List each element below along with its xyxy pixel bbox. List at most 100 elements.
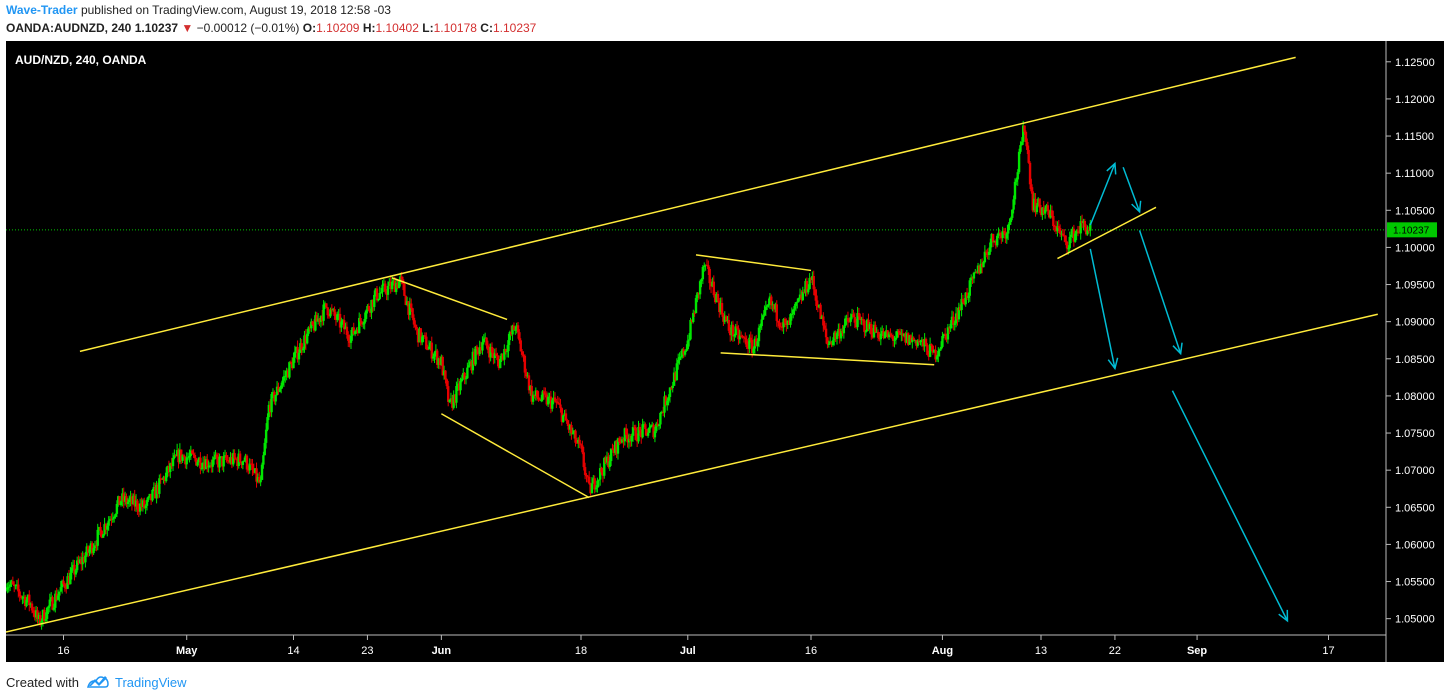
- candle-body: [479, 347, 483, 351]
- candle-body: [243, 460, 246, 462]
- candle-body: [106, 525, 109, 530]
- candle-body: [634, 427, 637, 440]
- tradingview-link[interactable]: TradingView: [114, 674, 187, 690]
- candle-body: [645, 429, 648, 436]
- candle-body: [329, 309, 332, 317]
- candle-body: [893, 339, 896, 341]
- candle-body: [913, 340, 917, 342]
- candle-body: [143, 500, 146, 508]
- candle-body: [340, 321, 343, 328]
- candle-body: [879, 333, 883, 340]
- candle-body: [63, 584, 67, 588]
- candle-body: [251, 463, 254, 470]
- candle-body: [49, 597, 53, 600]
- author-link[interactable]: Wave-Trader: [6, 3, 78, 17]
- candle-body: [1072, 228, 1076, 242]
- candle-body: [293, 351, 297, 358]
- candle-body: [1048, 211, 1051, 218]
- candle-body: [55, 593, 58, 600]
- candle-body: [310, 321, 313, 329]
- candle-body: [556, 401, 559, 403]
- candle-body: [269, 404, 272, 413]
- candle-body: [6, 589, 8, 591]
- candle-body: [89, 543, 93, 550]
- x-tick-label: 18: [575, 645, 587, 657]
- candle-body: [21, 597, 24, 599]
- candle-body: [227, 460, 231, 463]
- candle-body: [321, 316, 324, 321]
- candle-body: [961, 298, 965, 303]
- candle-body: [564, 413, 568, 421]
- candle-body: [1082, 220, 1085, 224]
- candle-body: [924, 338, 928, 346]
- candle-body: [367, 306, 370, 311]
- x-tick-label: 16: [57, 645, 69, 657]
- candle-body: [477, 349, 480, 355]
- candle-body: [574, 430, 577, 443]
- candle-body: [715, 293, 718, 303]
- candle-body: [390, 281, 394, 290]
- candle-body: [59, 587, 62, 592]
- candle-body: [623, 428, 627, 442]
- candle-body: [342, 320, 346, 330]
- candle-body: [614, 441, 617, 453]
- candle-body: [253, 468, 257, 473]
- candle-body: [371, 299, 375, 307]
- price-chart[interactable]: 1.12500 1.12000 1.11500 1.11000 1.10500 1.100…: [6, 41, 1444, 662]
- candle-body: [974, 272, 977, 274]
- candle-body: [938, 349, 941, 351]
- candle-body: [312, 324, 316, 331]
- candle-body: [622, 439, 625, 442]
- candle-body: [975, 272, 978, 274]
- candle-body: [551, 400, 554, 409]
- candle-body: [837, 328, 840, 334]
- candle-body: [663, 396, 666, 413]
- candle-body: [1068, 236, 1071, 249]
- created-with-text: Created with: [6, 674, 79, 690]
- candle-body: [490, 346, 494, 353]
- candle-body: [607, 456, 610, 468]
- candle-body: [1061, 233, 1065, 236]
- candle-body: [18, 591, 21, 597]
- candle-body: [1046, 205, 1050, 212]
- candle-body: [104, 524, 108, 530]
- candle-body: [358, 317, 361, 334]
- candle-body: [467, 365, 470, 368]
- candle-body: [499, 358, 502, 369]
- candle-body: [1023, 125, 1026, 132]
- candle-body: [826, 337, 829, 345]
- chart-container[interactable]: 1.12500 1.12000 1.11500 1.11000 1.10500 1.100…: [6, 41, 1444, 662]
- candle-body: [939, 346, 943, 350]
- candle-body: [442, 370, 446, 376]
- candle-body: [430, 342, 433, 359]
- candle-body: [756, 341, 759, 347]
- candle-body: [724, 316, 728, 321]
- candle-body: [137, 509, 140, 512]
- candle-body: [107, 520, 110, 526]
- candle-body: [830, 341, 833, 346]
- candle-body: [572, 430, 576, 434]
- candle-body: [289, 362, 292, 364]
- candle-body: [546, 396, 550, 405]
- candle-body: [214, 454, 217, 458]
- candle-body: [384, 283, 387, 292]
- y-tick-label: 1.12000: [1395, 94, 1435, 106]
- candle-body: [188, 455, 191, 458]
- candle-body: [880, 331, 884, 334]
- candle-body: [252, 469, 255, 473]
- candle-body: [473, 351, 476, 365]
- candle-body: [125, 496, 128, 504]
- candle-body: [456, 383, 459, 386]
- candle-body: [164, 472, 168, 482]
- candle-body: [62, 580, 65, 585]
- candle-body: [121, 493, 124, 502]
- candle-body: [1084, 227, 1088, 235]
- x-tick-labels: 16 May 14 23 Jun 18 Jul 16 Aug 13 22 Sep 17: [57, 635, 1335, 657]
- candle-body: [1027, 149, 1030, 163]
- candle-body: [864, 331, 867, 333]
- tradingview-cloud-icon: [86, 674, 109, 691]
- y-tick-label: 1.12500: [1395, 57, 1435, 69]
- y-tick-label: 1.06500: [1395, 502, 1435, 514]
- candle-body: [230, 457, 234, 465]
- candle-body: [273, 392, 276, 402]
